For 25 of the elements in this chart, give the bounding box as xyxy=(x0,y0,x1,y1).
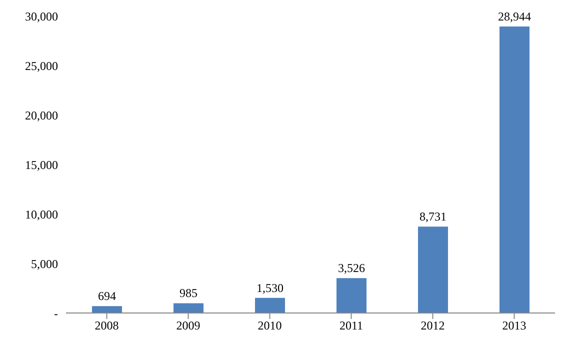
x-tick-label: 2013 xyxy=(502,318,526,333)
x-tick-label: 2010 xyxy=(258,318,282,333)
data-label: 28,944 xyxy=(498,9,531,24)
y-tick-label: 10,000 xyxy=(25,207,58,222)
data-label: 3,526 xyxy=(338,261,365,276)
bar xyxy=(92,306,122,313)
y-tick-label: 5,000 xyxy=(31,256,58,271)
y-tick-label: - xyxy=(54,306,58,320)
data-label: 8,731 xyxy=(420,210,446,224)
x-tick-label: 2008 xyxy=(94,318,119,333)
y-tick-label: 30,000 xyxy=(25,9,58,24)
bar xyxy=(174,303,204,313)
bar xyxy=(500,26,530,313)
data-label: 985 xyxy=(180,286,198,300)
bar xyxy=(255,298,285,313)
x-tick-label: 2012 xyxy=(420,318,445,333)
y-tick-label: 25,000 xyxy=(25,58,58,73)
bar xyxy=(418,226,448,313)
bar xyxy=(336,278,366,313)
y-tick-label: 20,000 xyxy=(25,108,58,122)
data-label: 694 xyxy=(98,289,116,304)
x-tick-label: 2011 xyxy=(339,318,364,333)
x-tick-label: 2009 xyxy=(176,318,200,333)
y-tick-label: 15,000 xyxy=(25,158,58,172)
data-label: 1,530 xyxy=(256,280,284,295)
